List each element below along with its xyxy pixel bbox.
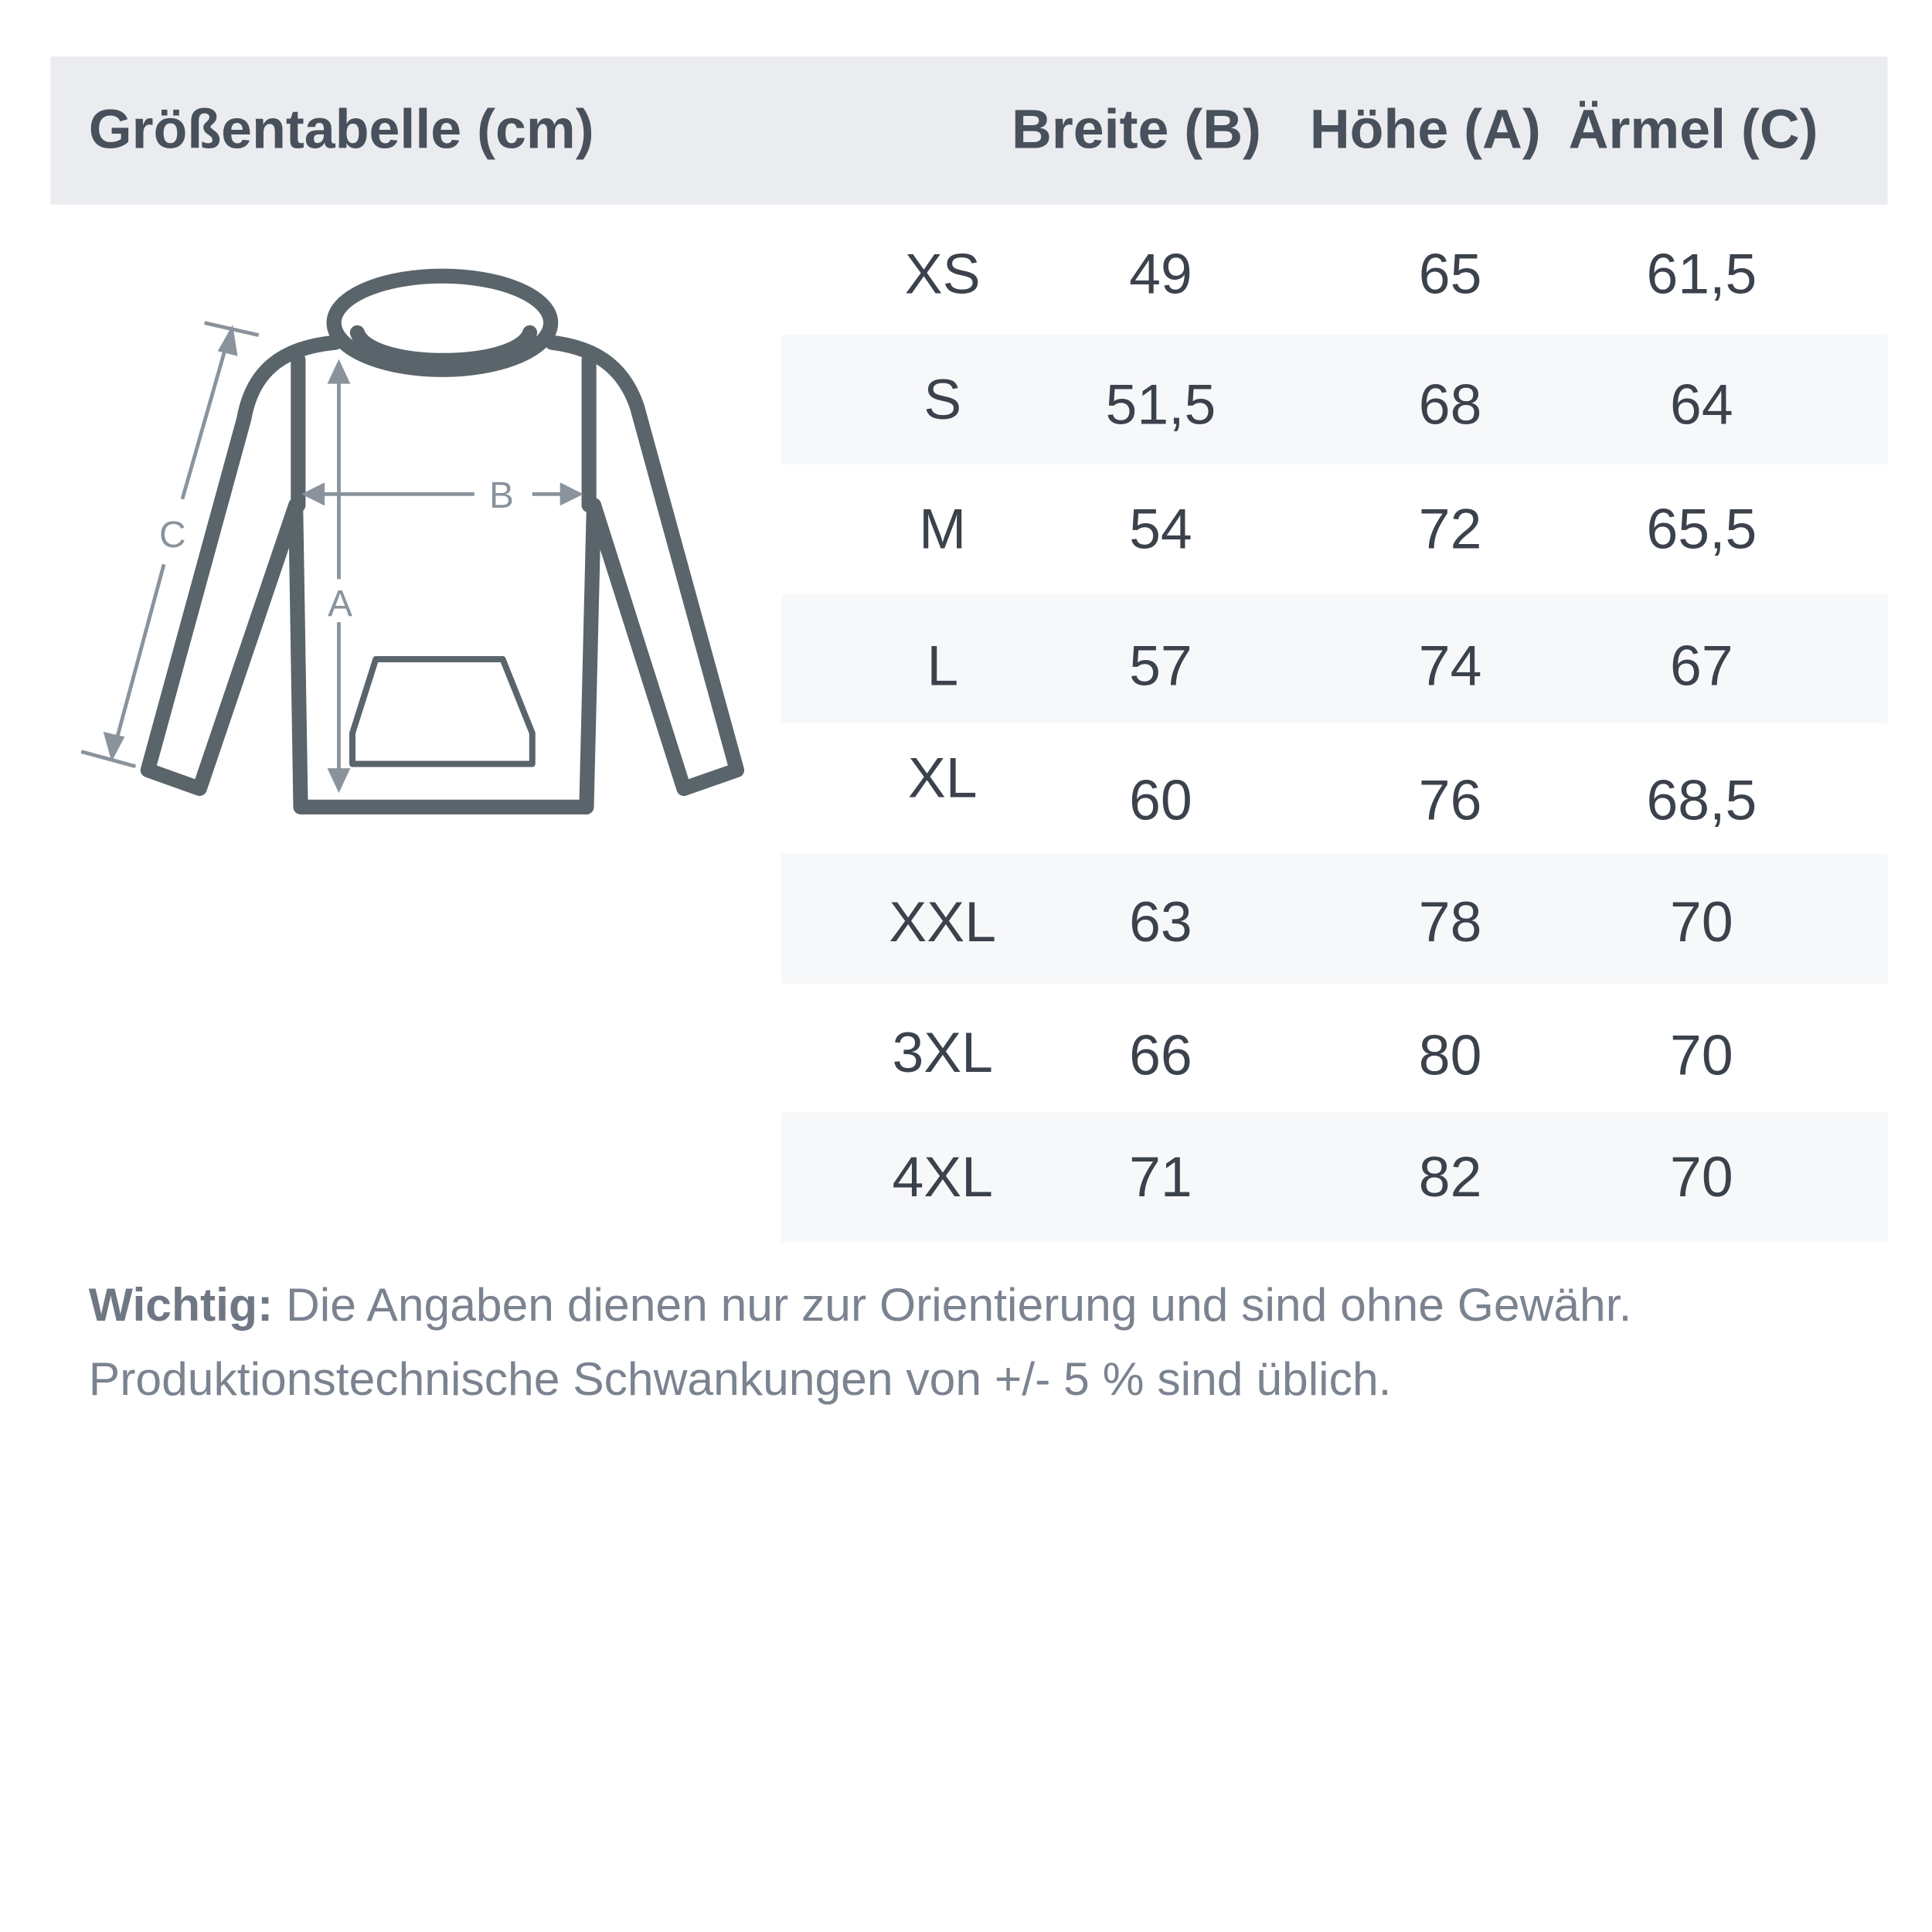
- cell-aermel: 68,5: [1646, 767, 1757, 832]
- cell-breite: 51,5: [1105, 372, 1216, 437]
- cell-breite: 66: [1129, 1022, 1192, 1087]
- table-row: [781, 1112, 1888, 1243]
- cell-hoehe: 65: [1418, 241, 1482, 306]
- cell-aermel: 70: [1670, 1145, 1733, 1209]
- label-a: A: [328, 583, 352, 624]
- column-header-breite: Breite (B): [1012, 97, 1261, 161]
- cell-aermel: 61,5: [1646, 241, 1757, 306]
- cell-hoehe: 76: [1418, 767, 1482, 832]
- cell-breite: 71: [1129, 1145, 1192, 1209]
- cell-size: XS: [904, 241, 981, 306]
- column-header-aermel: Ärmel (C): [1568, 97, 1818, 161]
- cell-size: 4XL: [892, 1145, 993, 1209]
- note-line-2: Produktionstechnische Schwankungen von +…: [88, 1354, 1392, 1406]
- cell-breite: 63: [1129, 889, 1192, 954]
- table-row: [781, 335, 1888, 465]
- table-row: [781, 594, 1888, 723]
- hoodie-diagram: B A C: [80, 268, 745, 815]
- label-c: C: [159, 515, 186, 556]
- cell-size: S: [923, 367, 962, 432]
- cell-breite: 57: [1129, 633, 1192, 698]
- page-title: Größentabelle (cm): [88, 97, 594, 161]
- note-text-1: Die Angaben dienen nur zur Orientierung …: [273, 1280, 1632, 1332]
- cell-aermel: 65,5: [1646, 496, 1757, 561]
- cell-breite: 60: [1129, 767, 1192, 832]
- cell-size: XXL: [889, 889, 997, 954]
- cell-aermel: 64: [1670, 372, 1733, 437]
- cell-breite: 54: [1129, 496, 1192, 561]
- cell-aermel: 70: [1670, 889, 1733, 954]
- cell-aermel: 67: [1670, 633, 1733, 698]
- cell-hoehe: 80: [1418, 1022, 1482, 1087]
- table-row: [781, 853, 1888, 984]
- cell-size: L: [927, 633, 959, 698]
- cell-breite: 49: [1129, 241, 1192, 306]
- table-header: [50, 56, 1888, 205]
- cell-size: M: [919, 496, 967, 561]
- label-b: B: [489, 475, 514, 516]
- cell-hoehe: 82: [1418, 1145, 1482, 1209]
- cell-hoehe: 74: [1418, 633, 1482, 698]
- hoodie-outline-icon: [140, 268, 745, 815]
- note-line-1: Wichtig: Die Angaben dienen nur zur Orie…: [89, 1277, 1632, 1334]
- measure-lines: [80, 321, 583, 794]
- cell-size: XL: [907, 745, 978, 810]
- cell-hoehe: 72: [1418, 496, 1482, 561]
- note-label: Wichtig:: [88, 1280, 274, 1332]
- cell-hoehe: 68: [1418, 372, 1482, 437]
- cell-aermel: 70: [1670, 1022, 1733, 1087]
- column-header-hoehe: Höhe (A): [1309, 97, 1541, 161]
- cell-size: 3XL: [892, 1020, 993, 1085]
- cell-hoehe: 78: [1418, 889, 1482, 954]
